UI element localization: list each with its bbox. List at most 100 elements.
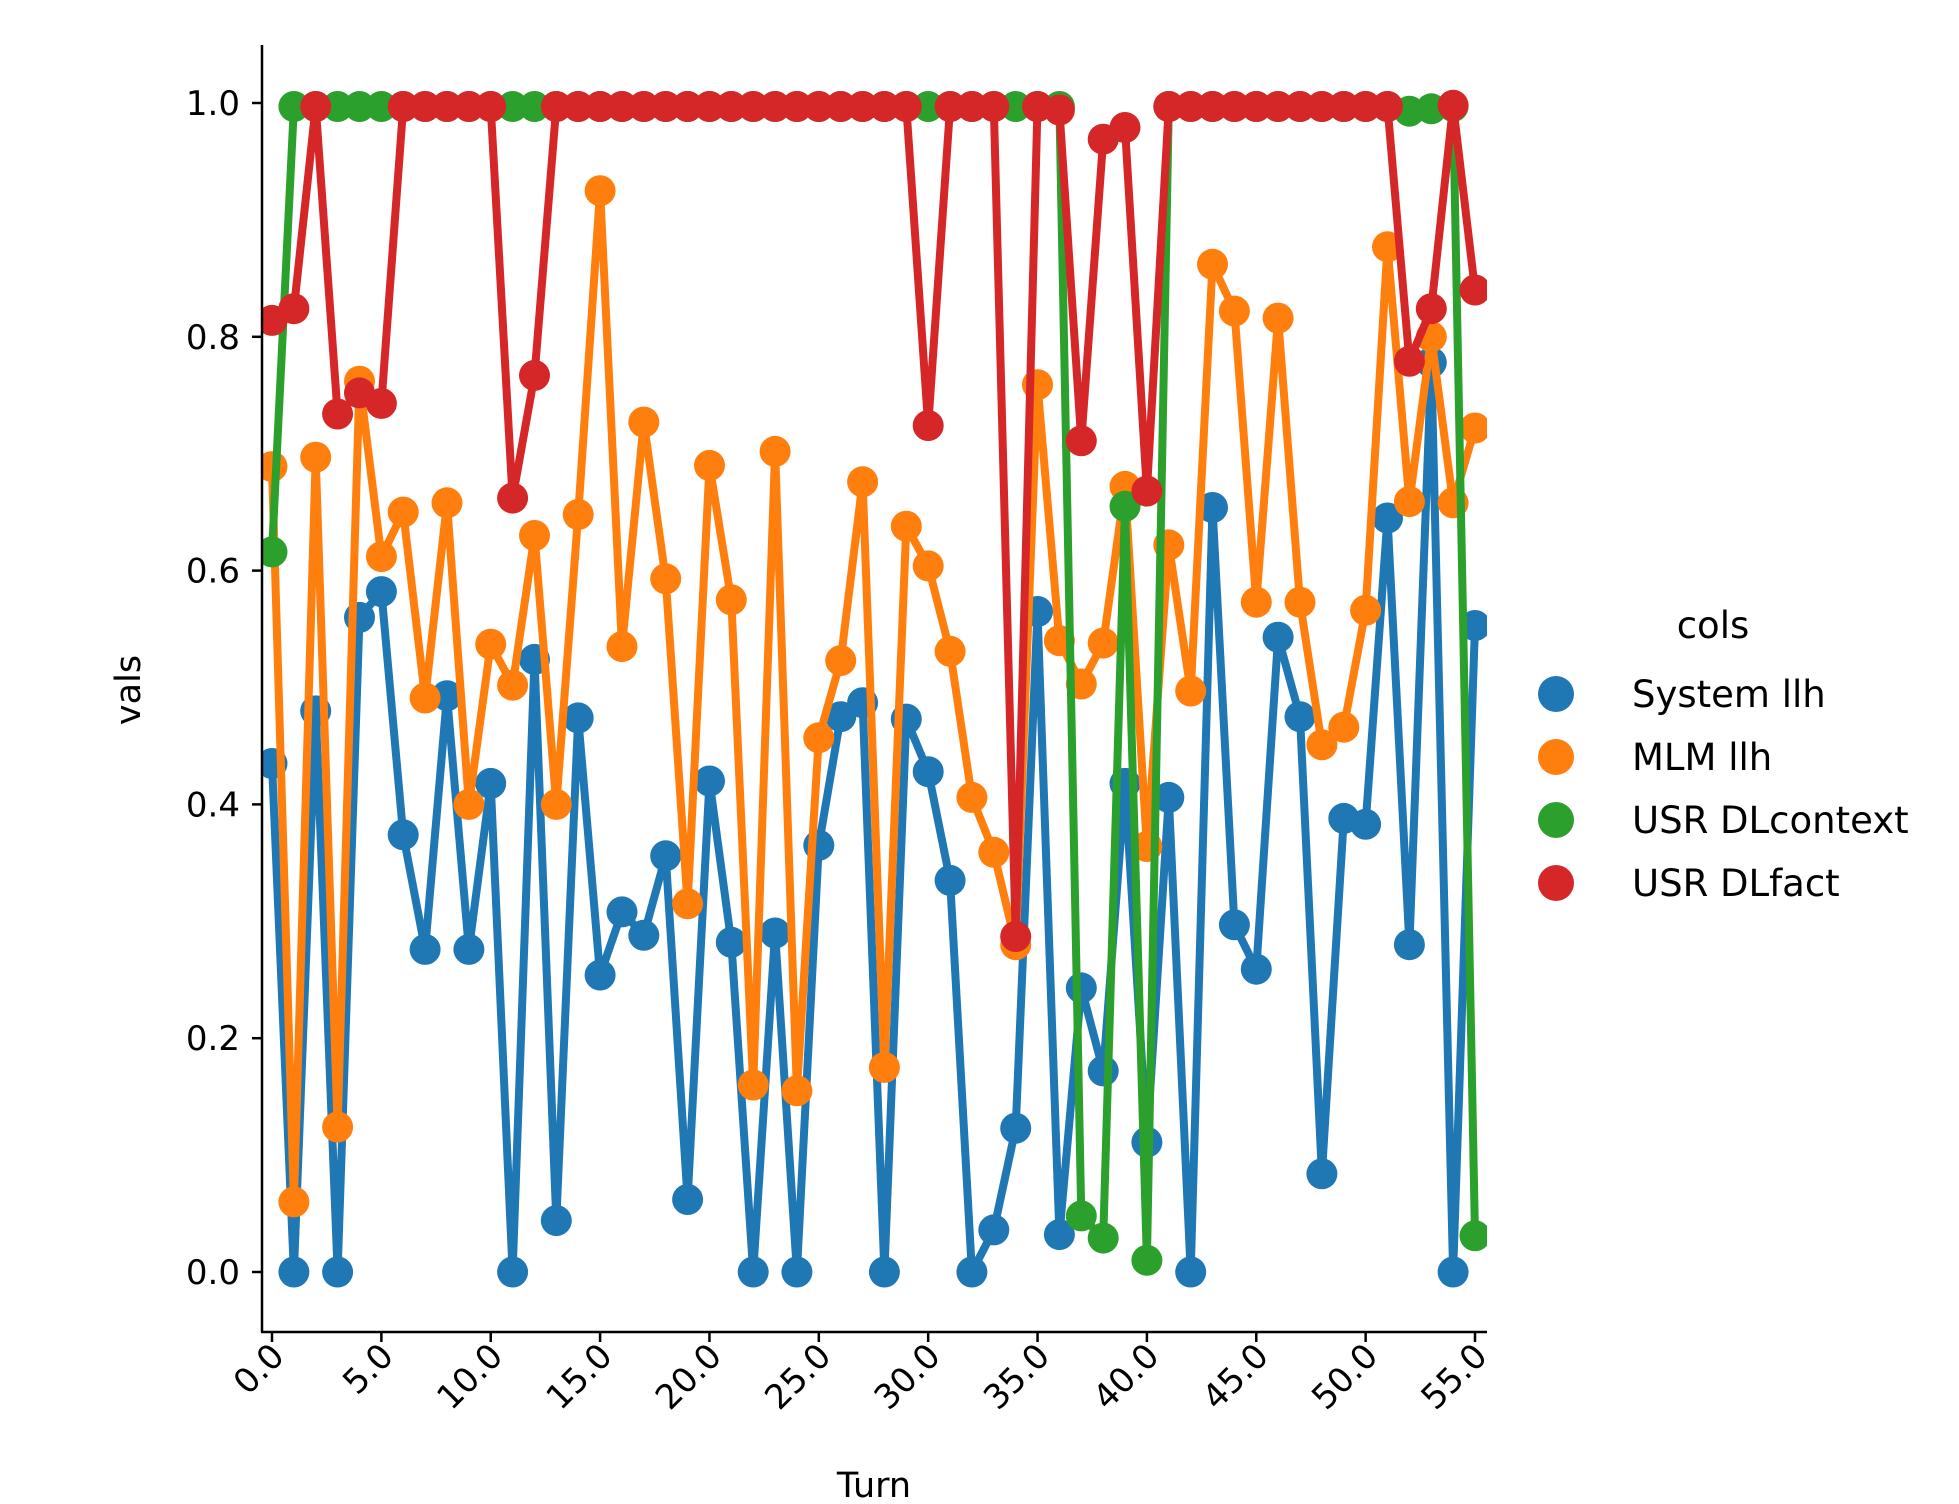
data-point bbox=[672, 1184, 704, 1215]
data-point bbox=[978, 91, 1010, 122]
data-point bbox=[1262, 621, 1294, 653]
data-point bbox=[759, 435, 791, 467]
y-tick-label: 0.0 bbox=[186, 1253, 240, 1293]
data-point bbox=[1437, 89, 1469, 121]
data-point bbox=[628, 91, 660, 122]
data-point bbox=[715, 584, 747, 616]
data-point bbox=[737, 91, 769, 122]
data-point bbox=[912, 91, 944, 122]
data-point bbox=[1284, 701, 1316, 733]
data-point bbox=[1065, 1200, 1097, 1232]
data-point bbox=[1240, 91, 1272, 122]
data-point bbox=[300, 91, 332, 122]
data-point bbox=[672, 888, 704, 920]
data-point bbox=[540, 788, 572, 820]
data-point bbox=[890, 91, 922, 122]
data-point bbox=[584, 91, 616, 122]
data-point bbox=[431, 487, 463, 519]
data-point bbox=[1372, 502, 1403, 534]
data-point bbox=[606, 91, 638, 122]
data-point bbox=[1459, 274, 1487, 306]
data-point bbox=[1415, 293, 1447, 325]
data-point bbox=[694, 449, 725, 481]
data-point bbox=[278, 1256, 310, 1288]
data-point bbox=[300, 441, 332, 473]
data-point bbox=[1175, 1256, 1207, 1288]
data-point bbox=[1153, 91, 1185, 122]
data-point bbox=[562, 91, 594, 122]
legend-items: System llh MLM llh USR DLcontext USR DLfact bbox=[1538, 673, 1909, 905]
data-point bbox=[1306, 729, 1338, 761]
data-point bbox=[1197, 492, 1228, 523]
data-point bbox=[1087, 1055, 1119, 1087]
x-tick-label: 30.0 bbox=[867, 1336, 949, 1418]
data-point bbox=[1328, 711, 1360, 743]
data-point bbox=[387, 496, 419, 528]
data-point bbox=[409, 91, 441, 122]
legend-marker bbox=[1538, 802, 1574, 838]
data-point bbox=[497, 669, 529, 701]
data-point bbox=[759, 91, 791, 122]
data-point bbox=[912, 410, 944, 442]
data-point bbox=[519, 520, 550, 551]
data-point bbox=[1000, 1112, 1032, 1144]
data-point bbox=[453, 91, 485, 122]
data-point bbox=[868, 91, 900, 122]
data-point bbox=[387, 819, 419, 851]
legend-label: USR DLcontext bbox=[1632, 799, 1909, 842]
data-point bbox=[1109, 112, 1141, 143]
data-point bbox=[694, 765, 725, 797]
data-point bbox=[1459, 1220, 1487, 1252]
data-point bbox=[1000, 91, 1032, 122]
data-point bbox=[1087, 627, 1119, 659]
data-point bbox=[1350, 91, 1382, 122]
legend-label: USR DLfact bbox=[1632, 862, 1840, 905]
data-point bbox=[1153, 781, 1185, 813]
data-point bbox=[1043, 1219, 1075, 1251]
series-usr-dlfact bbox=[262, 89, 1487, 952]
x-tick-label: 15.0 bbox=[539, 1336, 621, 1418]
data-point bbox=[344, 91, 375, 122]
x-tick-label: 20.0 bbox=[648, 1336, 730, 1418]
data-point bbox=[650, 91, 682, 122]
data-point bbox=[497, 91, 529, 122]
y-tick-label: 0.8 bbox=[186, 318, 240, 358]
y-ticks: 0.0 0.2 0.4 0.6 0.8 1.0 bbox=[186, 84, 262, 1293]
data-point bbox=[715, 91, 747, 122]
x-axis-title: Turn bbox=[836, 1466, 911, 1500]
data-point bbox=[934, 91, 966, 122]
legend-marker bbox=[1538, 865, 1574, 901]
data-point bbox=[278, 1186, 310, 1218]
y-tick-label: 0.2 bbox=[186, 1019, 240, 1059]
data-point bbox=[1306, 1158, 1338, 1190]
y-tick-label: 0.4 bbox=[186, 785, 240, 825]
x-tick-label: 25.0 bbox=[757, 1336, 839, 1418]
data-point bbox=[803, 722, 835, 754]
data-point bbox=[1218, 909, 1250, 941]
data-point bbox=[978, 1214, 1010, 1246]
x-tick-label: 40.0 bbox=[1085, 1336, 1167, 1418]
data-point bbox=[475, 91, 507, 122]
data-point bbox=[606, 631, 638, 663]
data-point bbox=[322, 1256, 354, 1288]
data-point bbox=[365, 576, 397, 608]
data-point bbox=[584, 959, 616, 991]
data-point bbox=[1197, 248, 1228, 280]
y-axis-title: vals bbox=[109, 655, 149, 725]
data-point bbox=[1350, 594, 1382, 626]
data-point bbox=[278, 293, 310, 325]
data-point bbox=[1000, 921, 1032, 952]
data-point bbox=[737, 1256, 769, 1288]
data-point bbox=[540, 91, 572, 122]
data-point bbox=[868, 1051, 900, 1083]
data-point bbox=[262, 536, 288, 568]
data-point bbox=[431, 91, 463, 122]
data-point bbox=[890, 510, 922, 542]
data-point bbox=[365, 387, 397, 419]
data-point bbox=[1131, 1244, 1163, 1276]
series-line bbox=[268, 186, 1479, 1206]
data-point bbox=[628, 406, 660, 438]
data-point bbox=[1240, 953, 1272, 985]
data-point bbox=[562, 499, 594, 530]
